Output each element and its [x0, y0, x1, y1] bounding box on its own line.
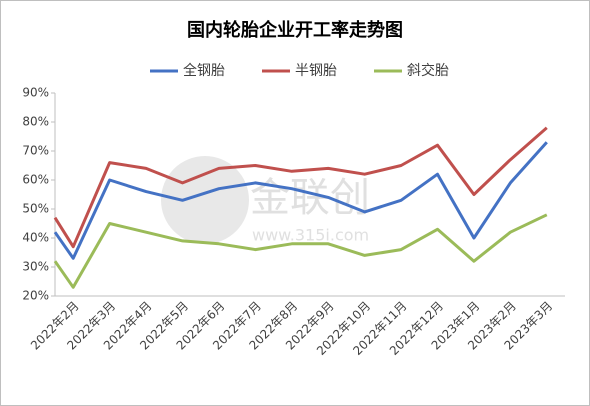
chart-title: 国内轮胎企业开工率走势图	[187, 19, 403, 41]
y-tick-label: 50%	[22, 202, 49, 216]
y-tick-label: 30%	[22, 260, 49, 274]
legend-label: 全钢胎	[183, 62, 225, 79]
watermark-url: www.315i.com	[252, 226, 369, 245]
watermark: 金联创	[250, 175, 370, 221]
y-tick-label: 80%	[22, 115, 49, 129]
y-tick-label: 60%	[22, 173, 49, 187]
y-tick-label: 70%	[22, 144, 49, 158]
y-tick-label: 20%	[22, 289, 49, 303]
legend-label: 斜交胎	[407, 62, 449, 79]
series-line	[53, 141, 548, 260]
watermark-logo	[161, 156, 249, 244]
y-tick-label: 40%	[22, 231, 49, 245]
series-line	[53, 126, 548, 249]
series-line	[53, 213, 548, 289]
y-tick-label: 90%	[22, 86, 49, 100]
legend-label: 半钢胎	[295, 63, 337, 79]
